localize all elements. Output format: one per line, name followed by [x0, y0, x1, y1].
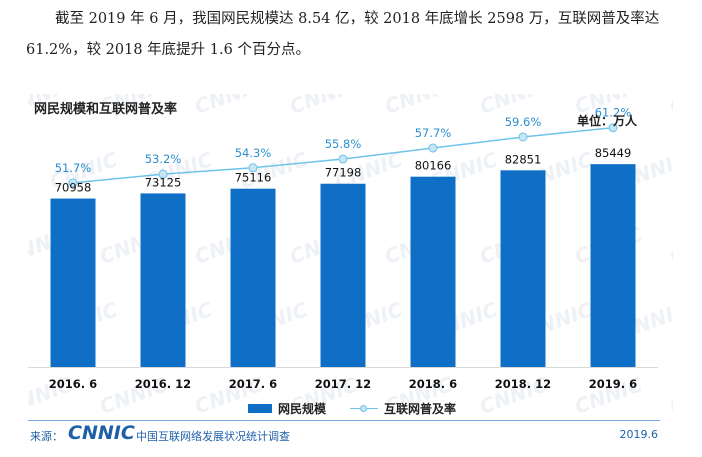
unit-label: 单位：万人 [576, 114, 637, 128]
line-value-label-0: 51.7% [55, 161, 92, 175]
watermark-text: CNNIC [667, 372, 673, 419]
watermark-text: CNNIC [192, 94, 267, 119]
chart-card: CNNIC CNNIC CNNIC CNNIC CNNIC CNNIC CNNIC CNNIC… [28, 94, 673, 444]
bar-4 [410, 176, 456, 367]
bar-value-label-6: 85449 [595, 146, 632, 160]
source-label: 来源： [30, 430, 63, 443]
source-organization: 中国互联网络发展状况统计调查 [136, 430, 290, 443]
cnnic-logo: CNNIC [68, 422, 135, 444]
legend-item-line: 互联网普及率 [350, 400, 456, 417]
line-layer [68, 123, 618, 188]
watermark-text: CNNIC [287, 94, 362, 119]
line-point-1 [158, 169, 168, 179]
line-point-4 [428, 143, 438, 153]
chart-plot: CNNIC CNNIC CNNIC CNNIC CNNIC CNNIC CNNIC CNNIC… [28, 94, 673, 419]
line-value-label-6: 61.2% [595, 106, 632, 120]
bar-value-label-3: 77198 [325, 166, 362, 180]
bar-6 [590, 164, 636, 367]
watermark-text: CNNIC [667, 222, 673, 269]
line-point-3 [338, 154, 348, 164]
line-point-2 [248, 163, 258, 173]
bar-3 [320, 183, 366, 367]
legend-bar-swatch [248, 404, 272, 413]
bar-0 [50, 198, 96, 367]
line-point-5 [518, 132, 528, 142]
footer-divider [28, 420, 660, 421]
legend-bar-label: 网民规模 [278, 402, 327, 416]
bar-value-label-0: 70958 [55, 181, 92, 195]
x-tick-label-4: 2018. 6 [409, 377, 457, 391]
bar-value-label-5: 82851 [505, 152, 542, 166]
bar-1 [140, 193, 186, 367]
line-value-label-2: 54.3% [235, 146, 272, 160]
source-date: 2019.6 [619, 428, 659, 441]
legend-item-bars: 网民规模 [248, 400, 326, 417]
intro-paragraph: 截至 2019 年 6 月，我国网民规模达 8.54 亿，较 2018 年底增长… [26, 11, 660, 58]
bar-value-label-1: 73125 [145, 175, 182, 189]
x-tick-label-1: 2016. 12 [135, 377, 191, 391]
legend-line-swatch [350, 404, 378, 414]
line-value-label-3: 55.8% [325, 137, 362, 151]
bar-value-label-2: 75116 [235, 171, 272, 185]
x-tick-label-2: 2017. 6 [229, 377, 277, 391]
watermark-text: CNNIC [382, 94, 457, 119]
line-value-label-4: 57.7% [415, 126, 452, 140]
chart-title: 网民规模和互联网普及率 [34, 102, 178, 117]
labels-layer: 70958 2016. 6 73125 2016. 12 75116 2017. 6 771… [49, 106, 637, 391]
footer: 来源： CNNIC 中国互联网络发展状况统计调查 2019.6 [28, 422, 659, 444]
line-value-label-5: 59.6% [505, 115, 542, 129]
x-tick-label-3: 2017. 12 [315, 377, 371, 391]
line-value-label-1: 53.2% [145, 152, 182, 166]
x-tick-label-6: 2019. 6 [589, 377, 637, 391]
line-point-0 [68, 178, 78, 188]
legend-line-label: 互联网普及率 [384, 402, 457, 416]
x-tick-label-0: 2016. 6 [49, 377, 97, 391]
line-point-6 [608, 123, 618, 133]
bars-layer [28, 164, 658, 368]
bar-2 [230, 188, 276, 367]
bar-5 [500, 170, 546, 367]
watermark-text: CNNIC [667, 94, 673, 119]
x-tick-label-5: 2018. 12 [495, 377, 551, 391]
bar-value-label-4: 80166 [415, 159, 452, 173]
